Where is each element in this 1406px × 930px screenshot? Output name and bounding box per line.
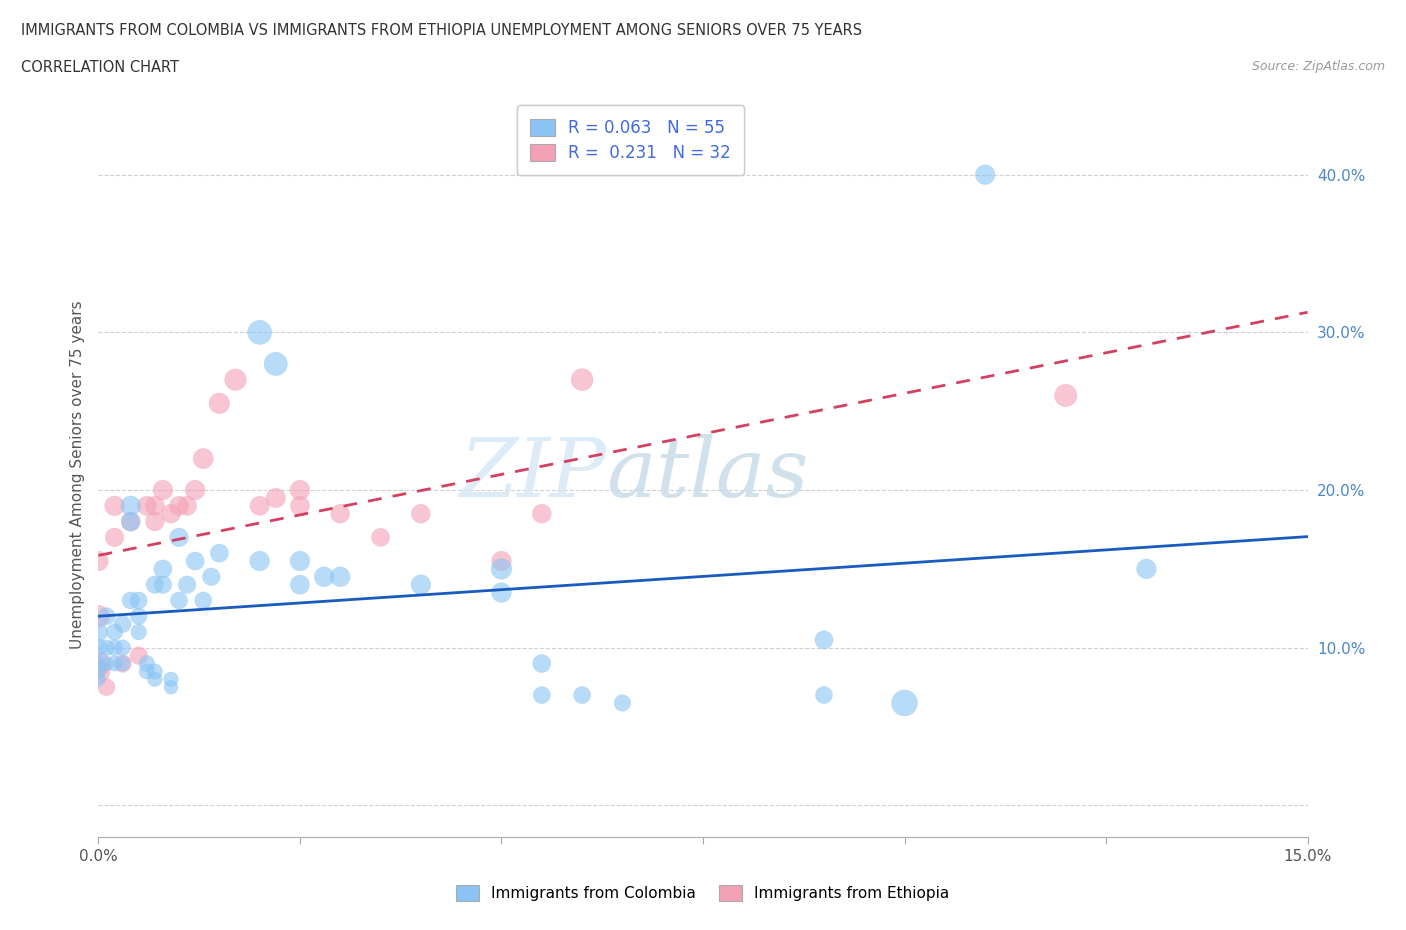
Point: [87, 553, 110, 568]
Point: [120, 514, 142, 529]
Text: CORRELATION CHART: CORRELATION CHART: [21, 60, 179, 75]
Point: [152, 578, 174, 592]
Point: [143, 671, 166, 686]
Point: [167, 498, 190, 513]
Point: [249, 498, 271, 513]
Point: [96, 656, 118, 671]
Point: [571, 372, 593, 387]
Point: [103, 641, 125, 656]
Point: [96, 641, 118, 656]
Point: [87, 609, 110, 624]
Point: [813, 632, 835, 647]
Point: [87, 641, 110, 656]
Text: ZIP: ZIP: [460, 434, 606, 514]
Point: [1135, 562, 1157, 577]
Point: [87, 656, 110, 671]
Point: [87, 664, 110, 679]
Point: [184, 553, 207, 568]
Point: [288, 483, 311, 498]
Point: [813, 687, 835, 702]
Point: [893, 696, 915, 711]
Point: [128, 625, 150, 640]
Point: [329, 506, 352, 521]
Point: [184, 483, 207, 498]
Point: [111, 641, 134, 656]
Point: [176, 578, 198, 592]
Point: [160, 671, 183, 686]
Point: [329, 569, 352, 584]
Point: [135, 664, 157, 679]
Point: [571, 687, 593, 702]
Point: [128, 609, 150, 624]
Point: [530, 506, 553, 521]
Point: [167, 593, 190, 608]
Point: [974, 167, 997, 182]
Point: [160, 506, 183, 521]
Legend: R = 0.063   N = 55, R =  0.231   N = 32: R = 0.063 N = 55, R = 0.231 N = 32: [516, 105, 744, 175]
Point: [530, 687, 553, 702]
Point: [612, 696, 634, 711]
Point: [491, 562, 513, 577]
Point: [193, 451, 215, 466]
Legend: Immigrants from Colombia, Immigrants from Ethiopia: Immigrants from Colombia, Immigrants fro…: [444, 872, 962, 913]
Y-axis label: Unemployment Among Seniors over 75 years: Unemployment Among Seniors over 75 years: [69, 300, 84, 648]
Point: [491, 585, 513, 600]
Point: [288, 578, 311, 592]
Point: [87, 671, 110, 686]
Point: [167, 530, 190, 545]
Point: [200, 569, 222, 584]
Point: [103, 498, 125, 513]
Point: [120, 514, 142, 529]
Point: [491, 553, 513, 568]
Point: [87, 664, 110, 679]
Point: [314, 569, 336, 584]
Point: [193, 593, 215, 608]
Point: [409, 506, 432, 521]
Point: [143, 498, 166, 513]
Point: [224, 372, 246, 387]
Point: [128, 593, 150, 608]
Point: [264, 490, 287, 505]
Point: [103, 656, 125, 671]
Point: [160, 680, 183, 695]
Point: [135, 656, 157, 671]
Point: [111, 656, 134, 671]
Point: [409, 578, 432, 592]
Point: [152, 562, 174, 577]
Point: [264, 356, 287, 371]
Text: Source: ZipAtlas.com: Source: ZipAtlas.com: [1251, 60, 1385, 73]
Point: [143, 578, 166, 592]
Point: [249, 553, 271, 568]
Text: IMMIGRANTS FROM COLOMBIA VS IMMIGRANTS FROM ETHIOPIA UNEMPLOYMENT AMONG SENIORS : IMMIGRANTS FROM COLOMBIA VS IMMIGRANTS F…: [21, 23, 862, 38]
Point: [135, 498, 157, 513]
Point: [208, 396, 231, 411]
Point: [152, 483, 174, 498]
Point: [111, 617, 134, 631]
Point: [530, 656, 553, 671]
Point: [87, 656, 110, 671]
Point: [176, 498, 198, 513]
Point: [288, 498, 311, 513]
Point: [208, 546, 231, 561]
Point: [96, 609, 118, 624]
Point: [288, 553, 311, 568]
Point: [120, 498, 142, 513]
Point: [87, 625, 110, 640]
Point: [103, 625, 125, 640]
Point: [120, 593, 142, 608]
Point: [143, 664, 166, 679]
Point: [103, 530, 125, 545]
Point: [111, 656, 134, 671]
Point: [249, 325, 271, 339]
Point: [1054, 388, 1077, 403]
Text: atlas: atlas: [606, 434, 808, 514]
Point: [96, 680, 118, 695]
Point: [143, 514, 166, 529]
Point: [128, 648, 150, 663]
Point: [370, 530, 392, 545]
